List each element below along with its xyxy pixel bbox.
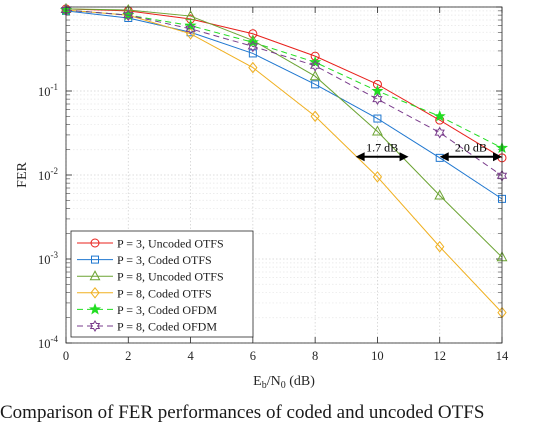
data-point (372, 171, 383, 183)
legend-label: P = 8, Uncoded OTFS (117, 270, 224, 284)
x-tick-label: 2 (125, 349, 131, 363)
legend-label: P = 8, Coded OFDM (117, 320, 217, 334)
legend-marker (89, 320, 101, 332)
x-tick-label: 6 (250, 349, 256, 363)
y-tick-label: 10-1 (38, 82, 58, 99)
data-point (123, 9, 134, 22)
y-tick-label: 10-2 (38, 166, 58, 183)
legend-entry: P = 3, Coded OTFS (77, 253, 212, 267)
x-tick-label: 14 (496, 349, 509, 363)
data-point (309, 59, 321, 72)
legend: P = 3, Uncoded OTFS P = 3, Coded OTFS P = … (70, 230, 254, 338)
legend-label: P = 8, Coded OTFS (117, 286, 212, 300)
data-point (247, 40, 259, 53)
series-line (65, 9, 503, 149)
data-point (434, 126, 445, 139)
data-point (310, 110, 320, 123)
x-tick-label: 4 (187, 349, 194, 363)
legend-marker (89, 270, 101, 281)
x-axis-label: Eb/N0 (dB) (253, 374, 315, 391)
legend-entry: P = 3, Coded OFDM (77, 303, 217, 317)
y-tick-label: 10-3 (38, 250, 58, 267)
series-line (65, 10, 503, 200)
series-line (65, 9, 503, 177)
legend-marker (90, 286, 100, 299)
arrow-head (399, 152, 409, 162)
x-tick-labels: 0 2 4 6 8 10 12 14 (63, 349, 509, 363)
gap-annotation: 2.0 dB (455, 141, 487, 155)
data-point (435, 240, 445, 253)
arrow-head (439, 152, 449, 162)
y-axis-label: FER (15, 162, 30, 188)
x-tick-label: 12 (433, 349, 446, 363)
legend-entry: P = 8, Uncoded OTFS (77, 270, 224, 284)
data-point (184, 19, 197, 31)
arrow-head (493, 152, 502, 162)
fer-chart: 1.7 dB 2.0 dB 0 2 4 6 8 10 12 14 10-410-310-210-… (15, 2, 509, 391)
series-6 (60, 4, 508, 182)
plot-frame (65, 6, 503, 344)
data-point (309, 70, 321, 81)
data-point (309, 55, 322, 68)
legend-label: P = 3, Coded OFDM (117, 303, 217, 317)
legend-entry: P = 8, Coded OFDM (77, 320, 217, 334)
annotation-layer: 1.7 dB 2.0 dB (355, 141, 502, 162)
data-point (185, 22, 196, 35)
data-point (185, 27, 196, 40)
data-point (311, 80, 320, 89)
data-point (433, 109, 446, 122)
legend-entry: P = 8, Coded OTFS (77, 286, 212, 300)
data-point (373, 114, 382, 123)
minor-grid (66, 10, 502, 319)
legend-marker (91, 255, 99, 264)
legend-marker (90, 238, 100, 248)
y-tick-label: 10-4 (38, 334, 58, 351)
data-point (248, 49, 257, 58)
data-point (372, 93, 383, 106)
data-point (371, 125, 383, 136)
series-line (65, 9, 503, 313)
gap-annotation: 1.7 dB (366, 141, 398, 155)
x-tick-label: 10 (371, 349, 384, 363)
data-point (434, 189, 446, 200)
data-point (248, 61, 258, 74)
legend-label: P = 3, Uncoded OTFS (117, 237, 224, 251)
y-tick-labels: 10-4 10-3 10-2 10-1 (38, 82, 58, 351)
legend-entry: P = 3, Uncoded OTFS (77, 237, 224, 251)
legend-label: P = 3, Coded OTFS (117, 253, 212, 267)
x-tick-label: 8 (312, 349, 318, 363)
x-tick-label: 0 (63, 349, 69, 363)
series-layer (59, 2, 509, 319)
legend-box (70, 230, 254, 338)
series-line (65, 8, 503, 258)
legend-marker (88, 303, 102, 315)
arrow-head (355, 152, 365, 162)
figure-caption: Comparison of FER performances of coded … (0, 402, 485, 423)
series-line (65, 8, 503, 159)
